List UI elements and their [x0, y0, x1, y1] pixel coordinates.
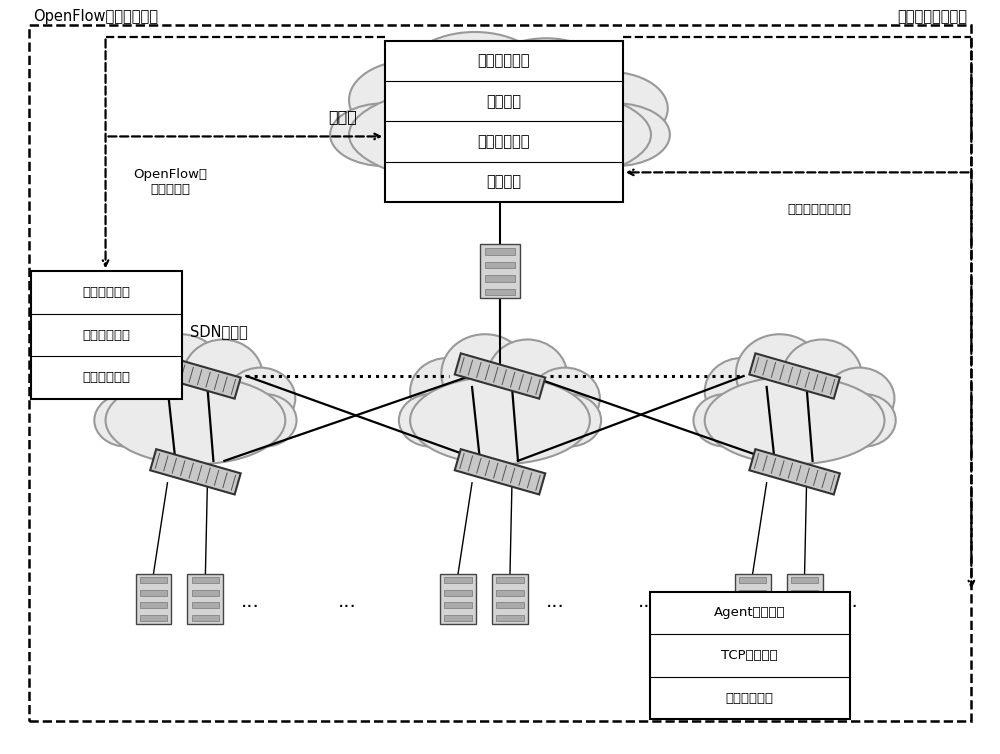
Text: ...: ...: [338, 592, 357, 611]
FancyBboxPatch shape: [455, 354, 545, 399]
FancyBboxPatch shape: [485, 248, 515, 255]
Ellipse shape: [399, 394, 464, 446]
FancyBboxPatch shape: [496, 602, 524, 608]
FancyBboxPatch shape: [739, 602, 766, 608]
FancyBboxPatch shape: [140, 615, 167, 621]
FancyBboxPatch shape: [496, 615, 524, 621]
FancyBboxPatch shape: [150, 354, 241, 399]
Text: OpenFlow控制报文下发: OpenFlow控制报文下发: [33, 9, 158, 24]
FancyBboxPatch shape: [140, 578, 167, 584]
Text: Agent通信模块: Agent通信模块: [714, 606, 785, 619]
Text: ...: ...: [546, 592, 564, 611]
FancyBboxPatch shape: [739, 615, 766, 621]
Text: 流量选取: 流量选取: [486, 93, 521, 109]
FancyBboxPatch shape: [485, 262, 515, 268]
FancyBboxPatch shape: [791, 578, 818, 584]
Text: 主机控制报文下发: 主机控制报文下发: [897, 9, 967, 24]
Text: 通信模块: 通信模块: [486, 175, 521, 189]
FancyBboxPatch shape: [749, 354, 840, 399]
FancyBboxPatch shape: [787, 574, 823, 624]
Ellipse shape: [536, 394, 601, 446]
Ellipse shape: [349, 82, 651, 187]
Text: TCP窗口调整: TCP窗口调整: [721, 649, 778, 662]
Ellipse shape: [705, 376, 884, 464]
Ellipse shape: [705, 358, 780, 425]
Ellipse shape: [106, 358, 180, 425]
Text: 数据报文注入: 数据报文注入: [726, 691, 774, 704]
FancyBboxPatch shape: [140, 602, 167, 608]
FancyBboxPatch shape: [31, 271, 182, 399]
Text: OpenFlow状
态报文上报: OpenFlow状 态报文上报: [133, 168, 207, 196]
Text: ...: ...: [241, 592, 260, 611]
Ellipse shape: [410, 358, 485, 425]
Ellipse shape: [736, 334, 823, 413]
FancyBboxPatch shape: [444, 590, 472, 596]
Ellipse shape: [831, 394, 896, 446]
Text: 端口队列监测: 端口队列监测: [83, 329, 131, 342]
Text: SDN交换机: SDN交换机: [190, 324, 247, 339]
Ellipse shape: [441, 334, 529, 413]
FancyBboxPatch shape: [791, 590, 818, 596]
FancyBboxPatch shape: [150, 449, 241, 495]
Ellipse shape: [479, 38, 613, 127]
FancyBboxPatch shape: [496, 590, 524, 596]
Ellipse shape: [94, 394, 159, 446]
FancyBboxPatch shape: [192, 590, 219, 596]
Ellipse shape: [183, 339, 263, 413]
FancyBboxPatch shape: [791, 602, 818, 608]
Ellipse shape: [225, 368, 295, 429]
Ellipse shape: [693, 394, 758, 446]
FancyBboxPatch shape: [192, 602, 219, 608]
Text: 控速策略下发: 控速策略下发: [478, 54, 530, 69]
Text: ...: ...: [637, 592, 656, 611]
Ellipse shape: [349, 60, 475, 140]
FancyBboxPatch shape: [444, 602, 472, 608]
Text: 主机: 主机: [673, 674, 690, 689]
Text: 数据报文转发: 数据报文转发: [83, 371, 131, 385]
Text: 控制器: 控制器: [328, 109, 357, 124]
Ellipse shape: [530, 368, 600, 429]
Ellipse shape: [410, 376, 590, 464]
FancyBboxPatch shape: [749, 449, 840, 495]
FancyBboxPatch shape: [739, 590, 766, 596]
FancyBboxPatch shape: [444, 578, 472, 584]
FancyBboxPatch shape: [735, 574, 771, 624]
FancyBboxPatch shape: [485, 275, 515, 282]
FancyBboxPatch shape: [492, 574, 528, 624]
FancyBboxPatch shape: [192, 615, 219, 621]
Text: ...: ...: [840, 592, 859, 611]
Ellipse shape: [401, 32, 548, 127]
Ellipse shape: [488, 339, 567, 413]
Text: 流量状态报文上报: 流量状态报文上报: [788, 203, 852, 216]
FancyBboxPatch shape: [791, 615, 818, 621]
Text: 拥塞状态触发: 拥塞状态触发: [83, 286, 131, 299]
FancyBboxPatch shape: [187, 574, 223, 624]
Ellipse shape: [825, 368, 894, 429]
FancyBboxPatch shape: [192, 578, 219, 584]
FancyBboxPatch shape: [444, 615, 472, 621]
Ellipse shape: [232, 394, 297, 446]
Ellipse shape: [782, 339, 862, 413]
FancyBboxPatch shape: [455, 449, 545, 495]
FancyBboxPatch shape: [496, 578, 524, 584]
FancyBboxPatch shape: [739, 578, 766, 584]
Ellipse shape: [106, 376, 285, 464]
FancyBboxPatch shape: [385, 41, 623, 202]
FancyBboxPatch shape: [440, 574, 476, 624]
FancyBboxPatch shape: [480, 244, 520, 298]
Text: 拥塞状态收集: 拥塞状态收集: [478, 134, 530, 149]
Ellipse shape: [330, 103, 439, 166]
Ellipse shape: [137, 334, 224, 413]
FancyBboxPatch shape: [650, 592, 850, 719]
FancyBboxPatch shape: [485, 289, 515, 295]
Ellipse shape: [550, 72, 668, 146]
Ellipse shape: [561, 103, 670, 166]
FancyBboxPatch shape: [140, 590, 167, 596]
FancyBboxPatch shape: [136, 574, 171, 624]
